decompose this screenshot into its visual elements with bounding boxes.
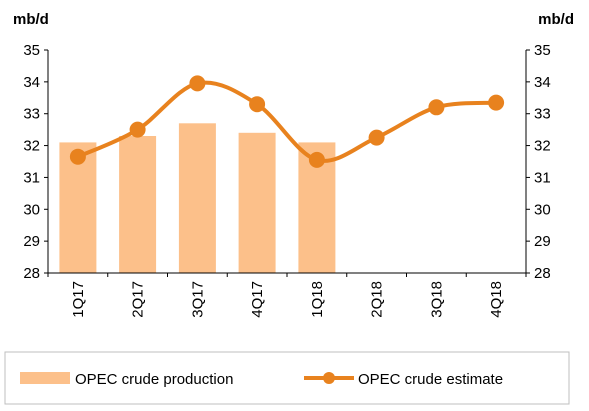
bar-series [59,123,336,273]
right-axis-ticks: 28 29 30 31 32 33 34 35 [526,42,551,282]
estimate-point-1Q18 [308,151,325,168]
right-tick-label-32: 32 [534,138,551,155]
bar-4Q17 [238,132,276,273]
left-tick-label-29: 29 [23,233,40,250]
left-axis-ticks: 28 29 30 31 32 33 34 35 [23,42,48,282]
estimate-point-1Q17 [69,148,86,165]
left-tick-label-28: 28 [23,265,40,282]
estimate-point-2Q18 [368,129,385,146]
category-label-2Q17: 2Q17 [130,281,147,318]
legend-item-production: OPEC crude production [20,371,233,388]
left-tick-label-30: 30 [23,201,40,218]
legend-swatch-production [20,372,70,384]
x-axis-ticks [47,273,527,277]
estimate-point-4Q17 [249,96,266,113]
bar-3Q17 [178,123,216,273]
category-label-3Q17: 3Q17 [189,281,206,318]
left-axis-unit: mb/d [13,11,49,28]
category-label-4Q18: 4Q18 [488,281,505,318]
right-tick-label-30: 30 [534,201,551,218]
right-tick-label-33: 33 [534,106,551,123]
estimate-point-3Q18 [428,99,445,116]
bar-2Q17 [119,136,157,273]
left-tick-label-34: 34 [23,74,40,91]
category-label-1Q17: 1Q17 [70,281,87,318]
estimate-point-4Q18 [488,94,505,111]
legend-box [4,351,570,405]
category-labels: 1Q17 2Q17 3Q17 4Q17 1Q18 2Q18 3Q18 4Q18 [70,281,505,318]
legend-label-estimate: OPEC crude estimate [358,371,503,388]
right-tick-label-35: 35 [534,42,551,59]
category-label-2Q18: 2Q18 [369,281,386,318]
left-tick-label-31: 31 [23,169,40,186]
estimate-point-3Q17 [189,75,206,92]
category-label-4Q17: 4Q17 [249,281,266,318]
category-label-3Q18: 3Q18 [428,281,445,318]
legend-item-estimate: OPEC crude estimate [304,371,503,388]
right-tick-label-31: 31 [534,169,551,186]
left-tick-label-35: 35 [23,42,40,59]
category-label-1Q18: 1Q18 [309,281,326,318]
legend-swatch-estimate-marker [323,372,335,384]
right-axis-unit: mb/d [538,11,574,28]
right-tick-label-29: 29 [534,233,551,250]
estimate-point-2Q17 [129,121,146,138]
legend-label-production: OPEC crude production [75,371,233,388]
line-series [69,75,505,168]
left-tick-label-33: 33 [23,106,40,123]
right-tick-label-28: 28 [534,265,551,282]
right-tick-label-34: 34 [534,74,551,91]
left-tick-label-32: 32 [23,138,40,155]
